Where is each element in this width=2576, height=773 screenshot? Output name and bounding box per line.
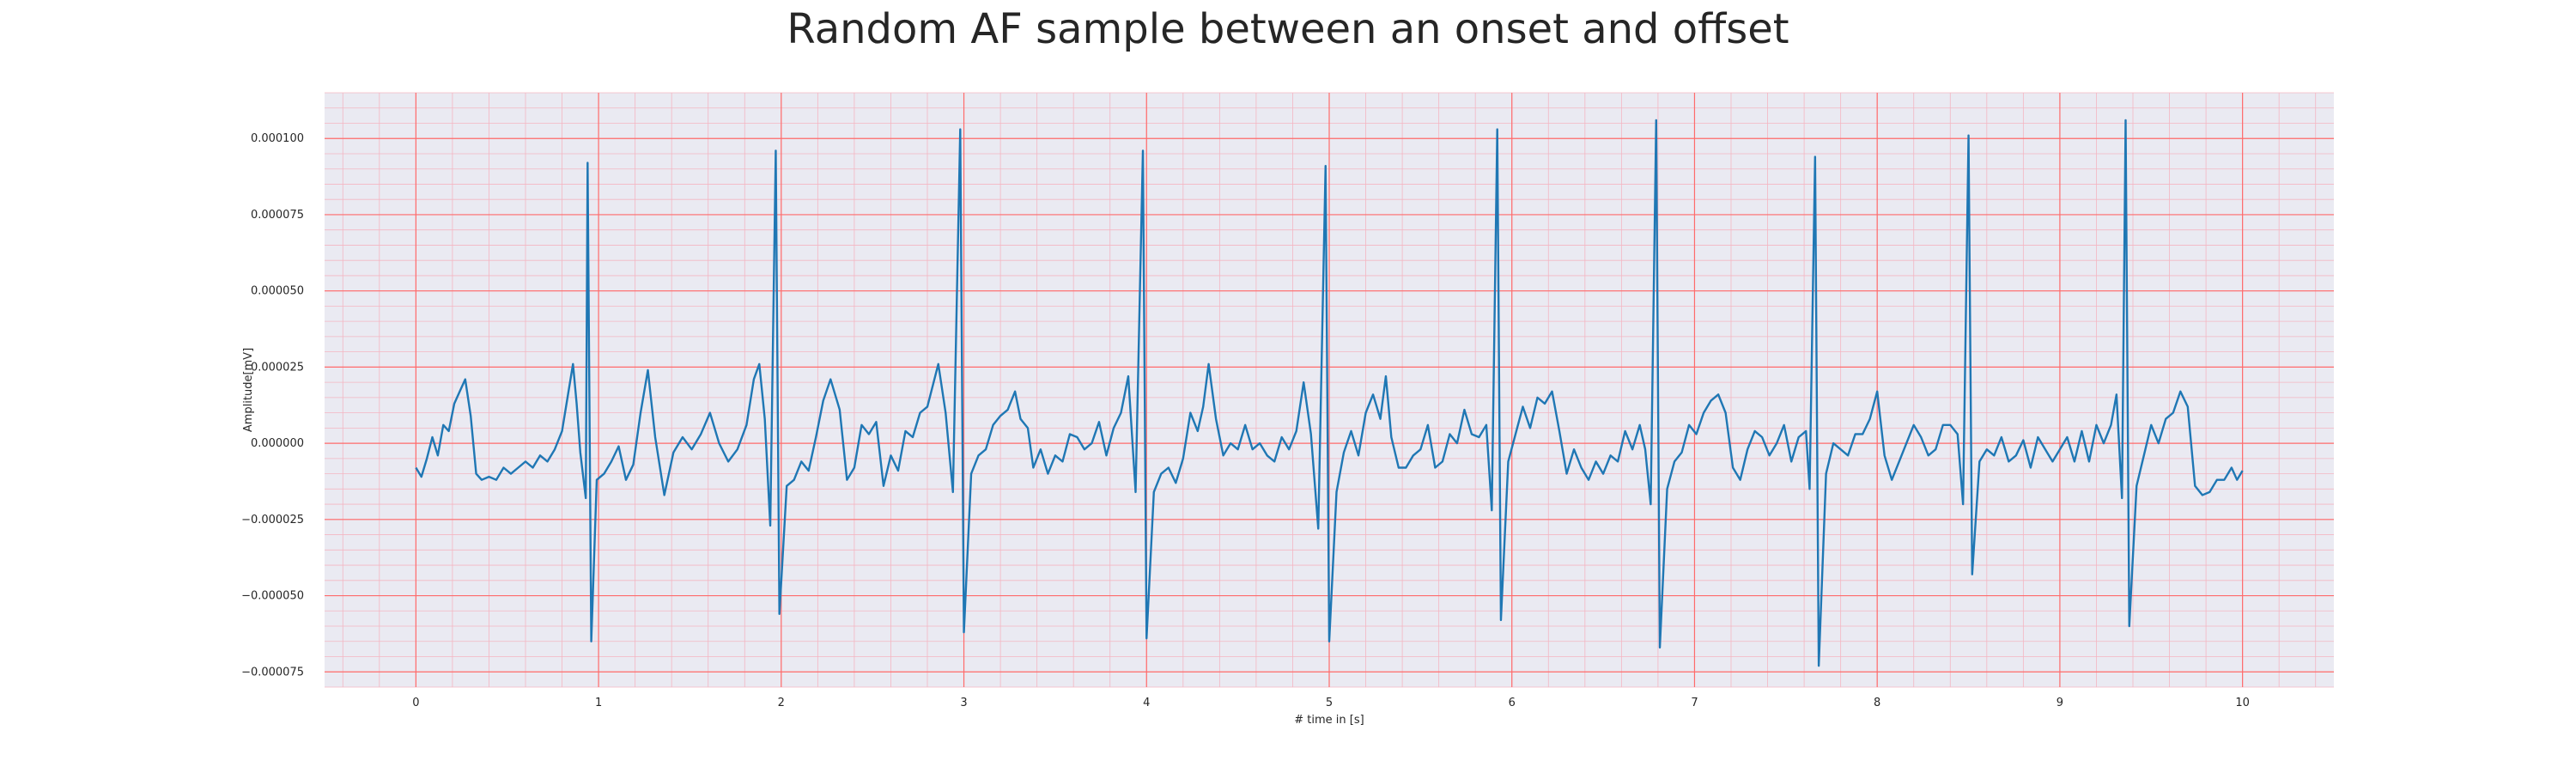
y-tick-label: −0.000050 xyxy=(241,590,304,603)
x-tick-label: 2 xyxy=(778,697,785,709)
x-tick-label: 5 xyxy=(1326,697,1333,709)
x-tick-label: 9 xyxy=(2057,697,2063,709)
y-axis-label: Amplitude[mV] xyxy=(242,348,255,432)
x-tick-label: 4 xyxy=(1143,697,1150,709)
y-tick-label: 0.000025 xyxy=(251,361,304,374)
x-tick-labels: 0 1 2 3 4 5 6 7 8 9 10 xyxy=(412,697,2250,709)
y-tick-label: −0.000025 xyxy=(241,514,304,526)
y-tick-label: 0.000075 xyxy=(251,209,304,222)
x-tick-label: 10 xyxy=(2235,697,2250,709)
y-tick-label: 0.000000 xyxy=(251,437,304,450)
x-tick-label: 7 xyxy=(1691,697,1698,709)
ecg-signal-line xyxy=(415,119,2244,667)
x-tick-label: 1 xyxy=(595,697,602,709)
y-tick-label: 0.000050 xyxy=(251,285,304,298)
y-tick-label: 0.000100 xyxy=(251,132,304,145)
x-tick-label: 8 xyxy=(1874,697,1880,709)
y-tick-label: −0.000075 xyxy=(241,666,304,679)
y-tick-labels: −0.000075 −0.000050 −0.000025 0.000000 0.000… xyxy=(241,132,304,679)
x-tick-label: 3 xyxy=(960,697,967,709)
x-tick-label: 0 xyxy=(412,697,419,709)
x-axis-label: # time in [s] xyxy=(1294,714,1364,727)
x-tick-label: 6 xyxy=(1509,697,1516,709)
chart-title: Random AF sample between an onset and of… xyxy=(787,5,1789,53)
